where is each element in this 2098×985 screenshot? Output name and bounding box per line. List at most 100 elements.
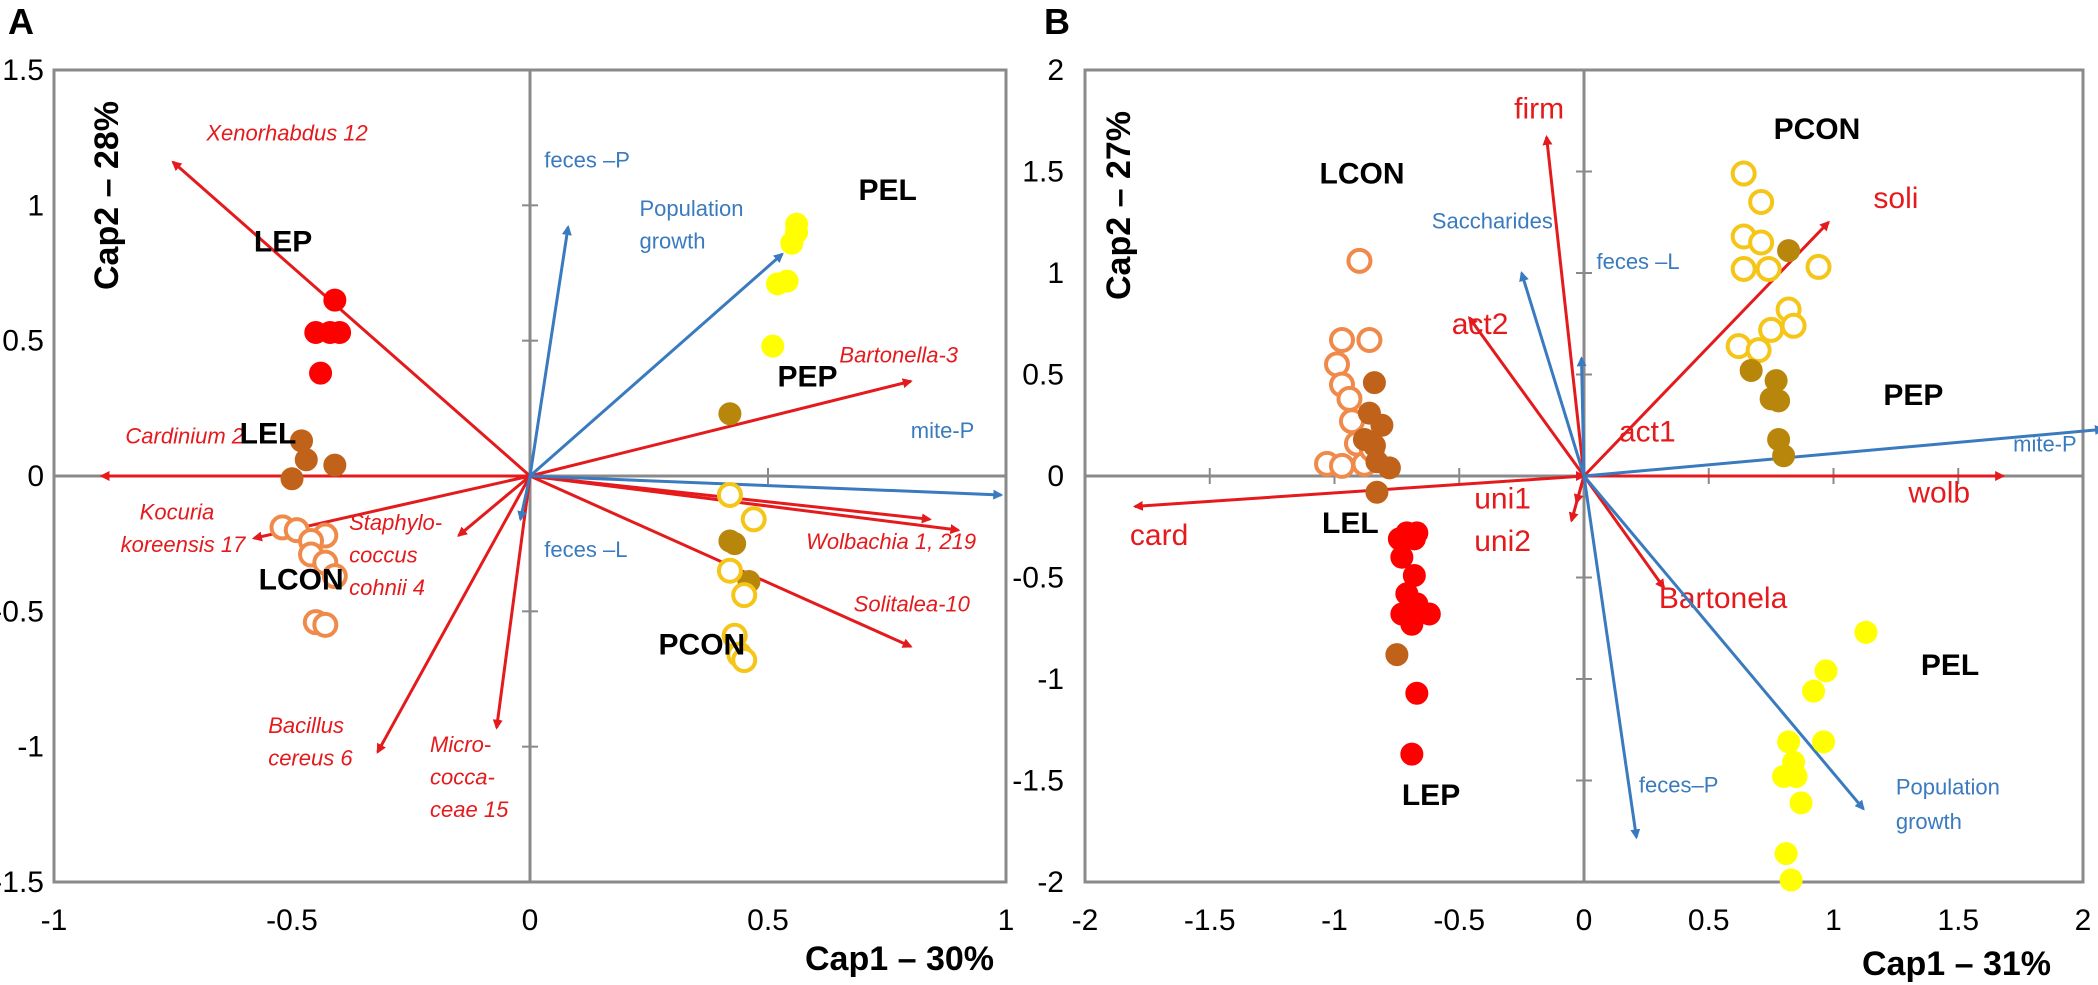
panel-a-vector-arrow — [529, 252, 784, 478]
panel-b-point-lep — [1405, 681, 1429, 705]
panel-b-point-lcon — [1356, 326, 1383, 353]
panel-b-xtick-label: 2 — [2075, 904, 2092, 937]
panel-a-point-pcon — [731, 647, 758, 674]
panel-a-vector-label: Staphylo- — [349, 510, 442, 535]
panel-b-point-lcon — [1328, 452, 1355, 479]
panel-b-point-pcon — [1730, 255, 1757, 282]
panel-a-group-label-pel: PEL — [858, 174, 916, 207]
panel-a-group-label-lel: LEL — [240, 418, 297, 451]
panel-b-point-lep — [1400, 612, 1424, 636]
panel-b-point-pel — [1774, 842, 1798, 866]
panel-b-point-lel — [1370, 413, 1394, 437]
panel-b-point-pel — [1812, 730, 1836, 754]
panel-b-xtick-label: 1 — [1825, 904, 1842, 937]
panel-b-xtick-label: -0.5 — [1433, 904, 1485, 937]
panel-a-vector-label: cocca- — [430, 765, 495, 790]
panel-a-vector-arrow — [171, 160, 531, 478]
panel-b-vector-arrow — [1542, 135, 1586, 477]
panel-a-vector-label: cereus 6 — [268, 746, 353, 771]
panel-b-vector-label: feces –L — [1596, 249, 1679, 274]
panel-b-vector-label: act2 — [1452, 308, 1509, 341]
panel-b-vector-arrow — [1568, 475, 1586, 523]
panel-b-point-pcon — [1730, 160, 1757, 187]
panel-b-vector-label: mite-P — [2013, 432, 2077, 457]
panel-b-point-lcon — [1336, 385, 1363, 412]
panel-a-vector-label: coccus — [349, 543, 417, 568]
panel-b-vector-label: act1 — [1619, 415, 1676, 448]
panel-b-xtick-label: 1.5 — [1937, 904, 1979, 937]
panel-a-point-pep — [723, 532, 747, 556]
panel-b-group-label-pcon: PCON — [1774, 113, 1861, 146]
panel-b-point-lel — [1362, 371, 1386, 395]
panel-a-xtick-label: -1 — [41, 904, 68, 937]
panel-b-ytick-label: 0.5 — [1022, 359, 1064, 392]
panel-b-xtick-label: -2 — [1072, 904, 1099, 937]
panel-b-point-pcon — [1755, 255, 1782, 282]
panel-a-vector-arrow — [492, 475, 532, 730]
panel-a-vector-label: ceae 15 — [430, 797, 509, 822]
panel-a-plot: -1 -0.5 0 0.5 1 1.5 1 0.5 0 -0.5 -1 -1.5 Xenorhabdus… — [0, 54, 1014, 937]
panel-a-point-lel — [294, 448, 318, 472]
panel-b-vector-label: uni1 — [1474, 482, 1531, 515]
panel-b-ytick-label: -2 — [1037, 866, 1064, 899]
panel-b-point-pel — [1779, 868, 1803, 892]
panel-a-vector-arrow — [529, 378, 913, 478]
panel-b-vector-arrow — [1582, 475, 1641, 840]
panel-a-vector-label: Wolbachia 1, 219 — [806, 529, 976, 554]
panel-b-vector-label: feces–P — [1639, 773, 1719, 798]
panel-a-vector-arrow — [528, 225, 572, 477]
panel-b-xtick-label: 0.5 — [1688, 904, 1730, 937]
panel-b-ytick-label: -1 — [1037, 663, 1064, 696]
panel-a-vector-label: Bartonella-3 — [839, 342, 958, 367]
panel-a-vector-arrow — [529, 474, 961, 535]
panel-b-xtick-label: -1 — [1321, 904, 1348, 937]
panel-a-vector-arrow — [457, 474, 531, 537]
panel-b-ytick-label: 1.5 — [1022, 156, 1064, 189]
panel-a-ytick-label: 0 — [27, 460, 44, 493]
panel-b-vector-label: Bartonela — [1659, 582, 1788, 615]
panel-b-point-pep — [1772, 444, 1796, 468]
panel-b-point-pel — [1854, 620, 1878, 644]
panel-a-vector-label: Kocuria — [140, 499, 215, 524]
panel-b-vector-label: wolb — [1907, 476, 1970, 509]
panel-a-group-label-lcon: LCON — [259, 564, 344, 597]
panel-b-point-lel — [1377, 456, 1401, 480]
panel-b-vector-arrow — [1583, 425, 2098, 478]
panel-a-group-label-pep: PEP — [778, 361, 838, 394]
panel-a-ytick-label: -1.5 — [0, 866, 44, 899]
panel-a-xtick-label: 0.5 — [747, 904, 789, 937]
panel-a-point-pel — [761, 334, 785, 358]
panel-b-xtick-label: -1.5 — [1184, 904, 1236, 937]
panel-a-point-pcon — [731, 582, 758, 609]
panel-b-point-pcon — [1780, 312, 1807, 339]
panel-a-point-lep — [328, 321, 352, 345]
panel-b-point-pep — [1777, 239, 1801, 263]
panel-b-point-pcon — [1748, 229, 1775, 256]
panel-b-ytick-label: 2 — [1047, 54, 1064, 87]
panel-a-ylabel: Cap2 – 28% — [88, 101, 126, 290]
panel-b-point-pep — [1767, 389, 1791, 413]
panel-b-ytick-label: -1.5 — [1012, 765, 1064, 798]
panel-b-vector-arrow — [1132, 474, 1585, 511]
panel-b-vector-label: Population — [1896, 775, 2000, 800]
panel-a-letter: A — [8, 1, 34, 42]
panel-a-ytick-label: -1 — [17, 731, 44, 764]
panel-a-xlabel: Cap1 – 30% — [805, 940, 994, 978]
panel-a-ytick-label: -0.5 — [0, 595, 44, 628]
panel-a-vector-arrow — [529, 474, 913, 648]
panel-b-point-lel — [1385, 643, 1409, 667]
panel-a-vector-arrow — [376, 475, 532, 754]
panel-b-group-label-lel: LEL — [1322, 507, 1379, 540]
panel-b-vector-arrow — [1582, 475, 1666, 590]
panel-b-xtick-label: 0 — [1576, 904, 1593, 937]
panel-b-group-label-lep: LEP — [1402, 779, 1460, 812]
panel-a-point-lel — [280, 467, 304, 491]
panel-a-vector-label: feces –L — [544, 537, 627, 562]
panel-a-point-lep — [323, 288, 347, 312]
panel-a-point-lcon — [312, 611, 339, 638]
panel-b-point-pel — [1814, 659, 1838, 683]
panel-a-group-label-pcon: PCON — [659, 629, 746, 662]
panel-b: B -2 -1.5 -1 -0.5 0 0.5 1 1.5 2 2 1.5 1 0.5 0 -0.5 -1 -1… — [1012, 1, 2098, 983]
panel-b-point-pel — [1777, 730, 1801, 754]
panel-a-vector-label: Xenorhabdus 12 — [205, 120, 367, 145]
